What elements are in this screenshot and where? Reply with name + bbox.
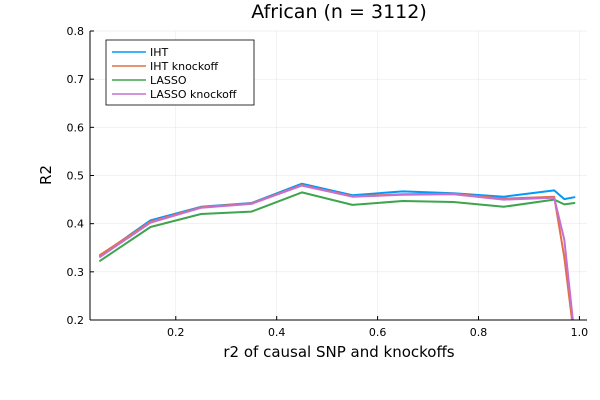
x-tick-label: 0.2 (167, 326, 185, 339)
y-tick-label: 0.8 (67, 25, 85, 38)
series-line-iht (99, 182, 576, 257)
y-tick-label: 0.4 (67, 218, 85, 231)
y-tick-label: 0.3 (67, 266, 85, 279)
legend-label-lasso: LASSO (150, 74, 187, 87)
series-line-lasso (99, 191, 576, 262)
y-tick-label: 0.6 (67, 121, 85, 134)
x-tick-label: 0.4 (268, 326, 286, 339)
legend-label-iht-knockoff: IHT knockoff (150, 60, 219, 73)
series-line-iht-knockoff (99, 184, 574, 320)
x-axis-title: r2 of causal SNP and knockoffs (223, 343, 454, 361)
chart-title: African (n = 3112) (251, 1, 427, 23)
x-tick-label: 0.6 (369, 326, 387, 339)
series-lines (99, 182, 576, 320)
y-tick-label: 0.5 (67, 170, 85, 183)
legend-label-lasso-knockoff: LASSO knockoff (150, 88, 237, 101)
y-tick-label: 0.2 (67, 314, 85, 327)
series-line-lasso-knockoff (99, 184, 574, 320)
y-tick-label: 0.7 (67, 73, 85, 86)
y-axis-title: R2 (37, 165, 55, 185)
x-tick-label: 0.8 (470, 326, 488, 339)
legend-label-iht: IHT (150, 46, 169, 59)
axes (89, 30, 587, 321)
tick-labels: 0.2 0.4 0.6 0.8 1.0 0.2 0.3 0.4 0.5 0.6 0.7 0.8 (67, 25, 589, 339)
x-tick-label: 1.0 (571, 326, 589, 339)
